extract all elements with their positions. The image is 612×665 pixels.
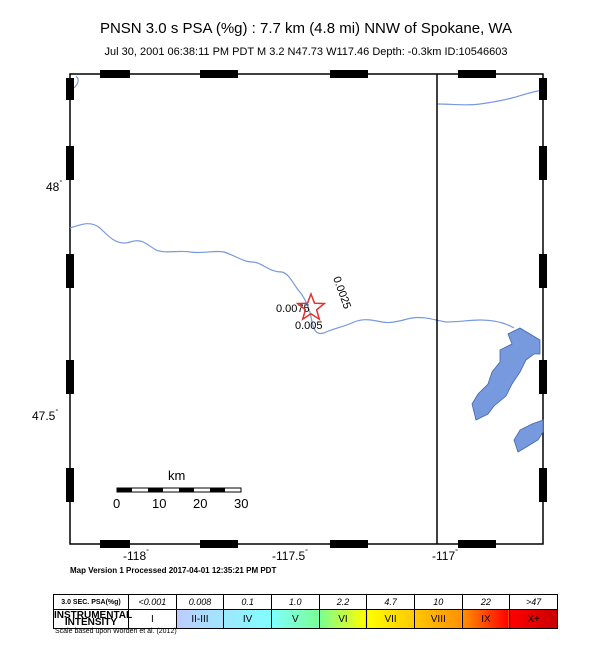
- star-icon: [295, 291, 327, 321]
- river-corner: [73, 75, 79, 89]
- event-info: Jul 30, 2001 06:38:11 PM PDT M 3.2 N47.7…: [104, 46, 508, 58]
- lon-label-117-5: -117.5°: [272, 548, 308, 563]
- map-frame: [69, 73, 544, 545]
- processed-note: Map Version 1 Processed 2017-04-01 12:35…: [70, 566, 277, 575]
- lat-label-48: 48°: [46, 179, 62, 194]
- legend-value: 1.0: [270, 594, 320, 610]
- intensity-cell: VII: [366, 609, 415, 629]
- legend-value: 4.7: [366, 594, 415, 610]
- intensity-cell: IX: [461, 609, 511, 629]
- intensity-legend: 3.0 SEC. PSA(%g) <0.001 0.008 0.1 1.0 2.…: [53, 594, 558, 629]
- legend-value: >47: [509, 594, 558, 610]
- legend-value: 0.1: [223, 594, 272, 610]
- intensity-cell: IV: [223, 609, 272, 629]
- legend-header-psa: 3.0 SEC. PSA(%g): [53, 594, 129, 610]
- contour-label: 0.005: [295, 320, 323, 332]
- intensity-cell: VI: [318, 609, 368, 629]
- river-north: [437, 89, 544, 106]
- scale-tick: 30: [234, 496, 248, 511]
- scale-tick: 10: [152, 496, 166, 511]
- frame-ticks: [66, 70, 547, 548]
- legend-value: <0.001: [128, 594, 177, 610]
- map-title: PNSN 3.0 s PSA (%g) : 7.7 km (4.8 mi) NN…: [99, 20, 513, 37]
- scale-tick: 20: [193, 496, 207, 511]
- legend-header-intensity: INSTRUMENTAL INTENSITY: [53, 609, 133, 629]
- scale-bar: km 0 10 20 30: [113, 468, 248, 511]
- legend-value: 10: [413, 594, 463, 610]
- scale-unit: km: [168, 468, 185, 483]
- intensity-cell: X+: [509, 609, 558, 629]
- lake-arm: [513, 419, 544, 453]
- lon-label-118: -118°: [123, 548, 149, 563]
- intensity-cell: I: [128, 609, 177, 629]
- intensity-cell: II-III: [175, 609, 225, 629]
- river-main: [69, 223, 515, 335]
- legend-value: 0.008: [175, 594, 225, 610]
- legend-value: 22: [461, 594, 511, 610]
- scale-tick: 0: [113, 496, 120, 511]
- lon-label-117: -117°: [432, 548, 458, 563]
- lake: [471, 327, 541, 421]
- legend-value: 2.2: [318, 594, 368, 610]
- intensity-cell: VIII: [413, 609, 463, 629]
- lat-label-47-5: 47.5°: [32, 408, 58, 423]
- credit-note: Scale based upon Worden et al. (2012): [55, 628, 177, 635]
- intensity-cell: V: [270, 609, 320, 629]
